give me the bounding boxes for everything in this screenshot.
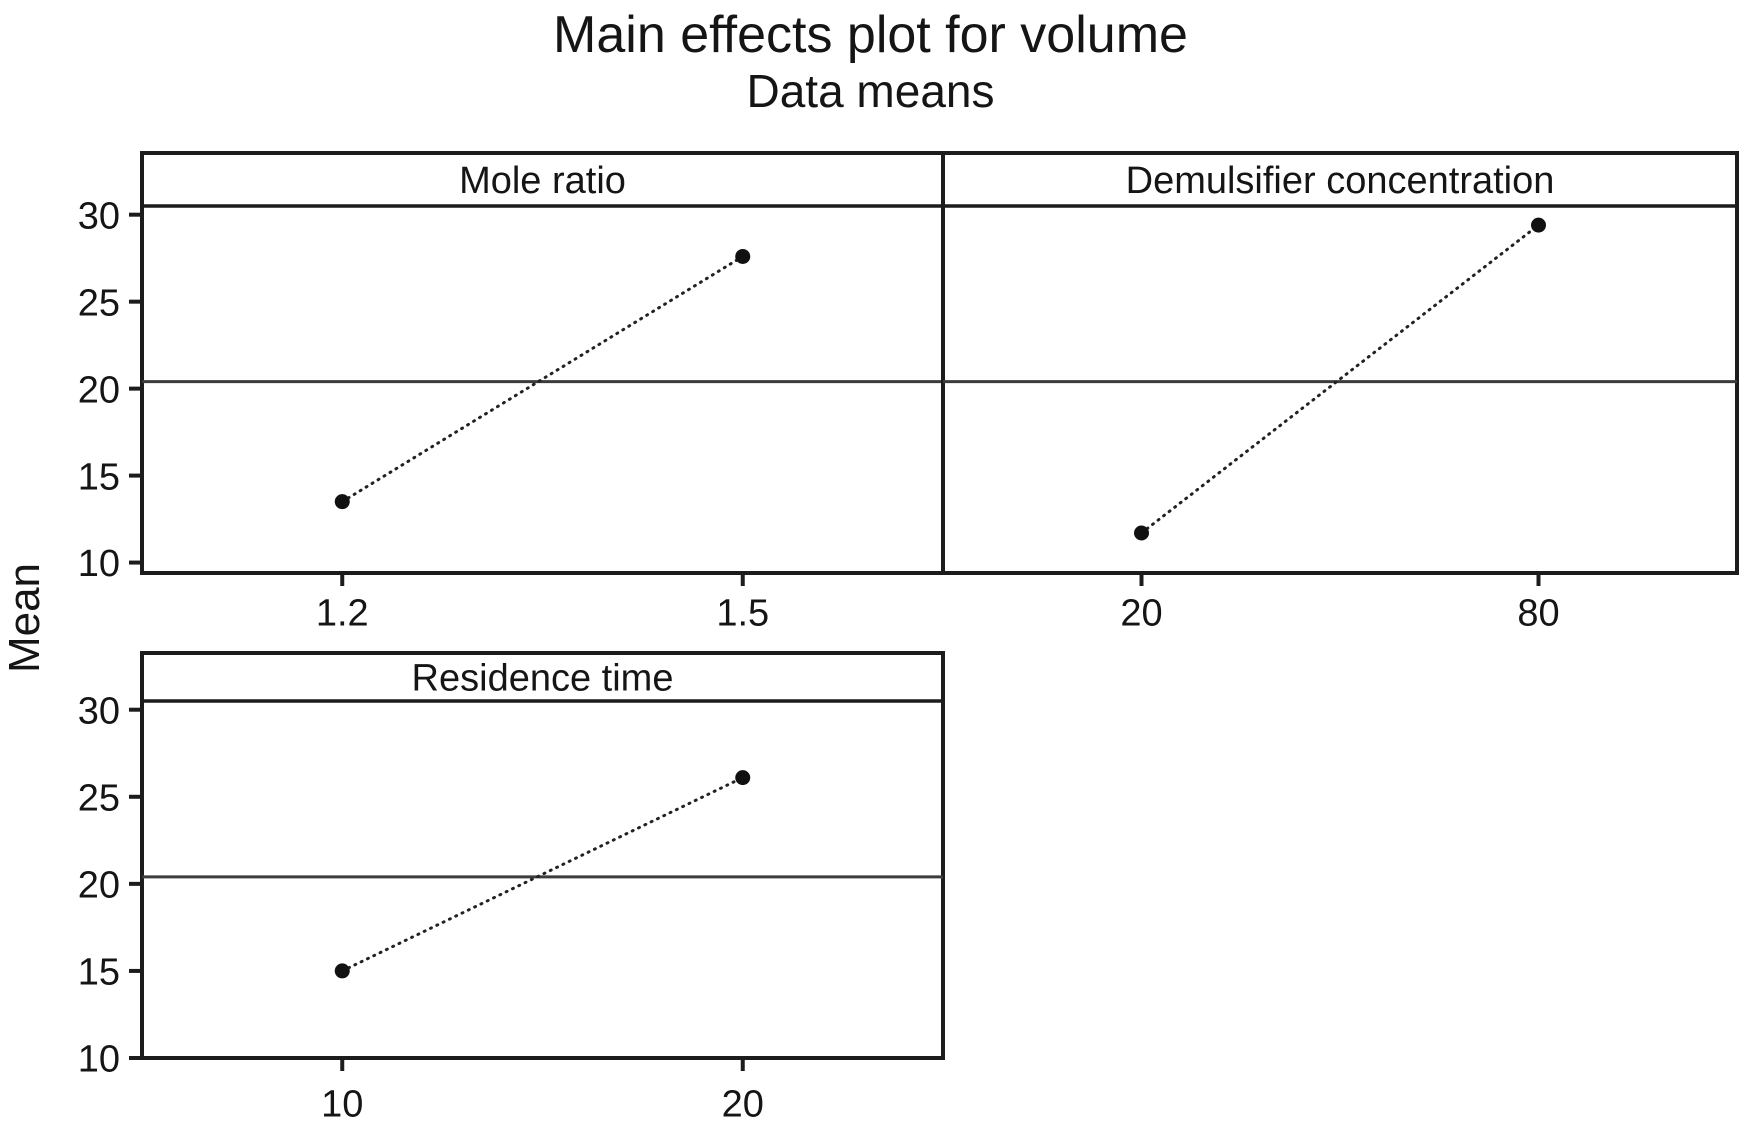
x-tick-label: 10 (321, 1084, 363, 1126)
effect-line (340, 254, 745, 504)
effect-point (735, 248, 751, 264)
chart-title: Main effects plot for volume (553, 6, 1188, 64)
effect-line (1140, 223, 1540, 535)
panel-border (941, 151, 1739, 575)
effect-point (735, 770, 751, 786)
y-tick-label: 25 (78, 282, 120, 324)
x-tick-label: 1.5 (716, 593, 769, 635)
effect-point (334, 963, 350, 979)
chart-subtitle: Data means (746, 65, 995, 117)
y-tick-label: 20 (78, 865, 120, 907)
effect-line (340, 776, 745, 973)
effect-point (1134, 525, 1149, 541)
panel-header-label: Demulsifier concentration (1126, 160, 1555, 202)
y-tick-label: 25 (78, 777, 120, 819)
x-tick-label: 1.2 (316, 593, 369, 635)
panel-header-label: Mole ratio (459, 160, 626, 202)
y-tick-label: 30 (78, 195, 120, 237)
panel-border (140, 651, 945, 1060)
x-tick-label: 20 (1120, 593, 1162, 635)
effect-point (334, 494, 350, 510)
y-tick-label: 30 (78, 690, 120, 732)
panel-residence-time: Residence time 30 25 20 15 10 10 20 (78, 651, 945, 1126)
y-tick-label: 20 (78, 369, 120, 411)
panel-demulsifier-concentration: Demulsifier concentration 20 80 (941, 151, 1739, 635)
panel-mole-ratio: Mole ratio 30 25 20 15 10 1.2 1.5 (78, 151, 945, 635)
effect-point (1531, 217, 1546, 233)
y-tick-label: 10 (78, 543, 120, 585)
panel-border (140, 151, 945, 575)
x-tick-label: 80 (1517, 593, 1559, 635)
x-tick-label: 20 (722, 1084, 764, 1126)
y-tick-label: 15 (78, 952, 120, 994)
y-tick-label: 15 (78, 456, 120, 498)
y-tick-label: 10 (78, 1039, 120, 1081)
panel-header-label: Residence time (412, 658, 674, 700)
